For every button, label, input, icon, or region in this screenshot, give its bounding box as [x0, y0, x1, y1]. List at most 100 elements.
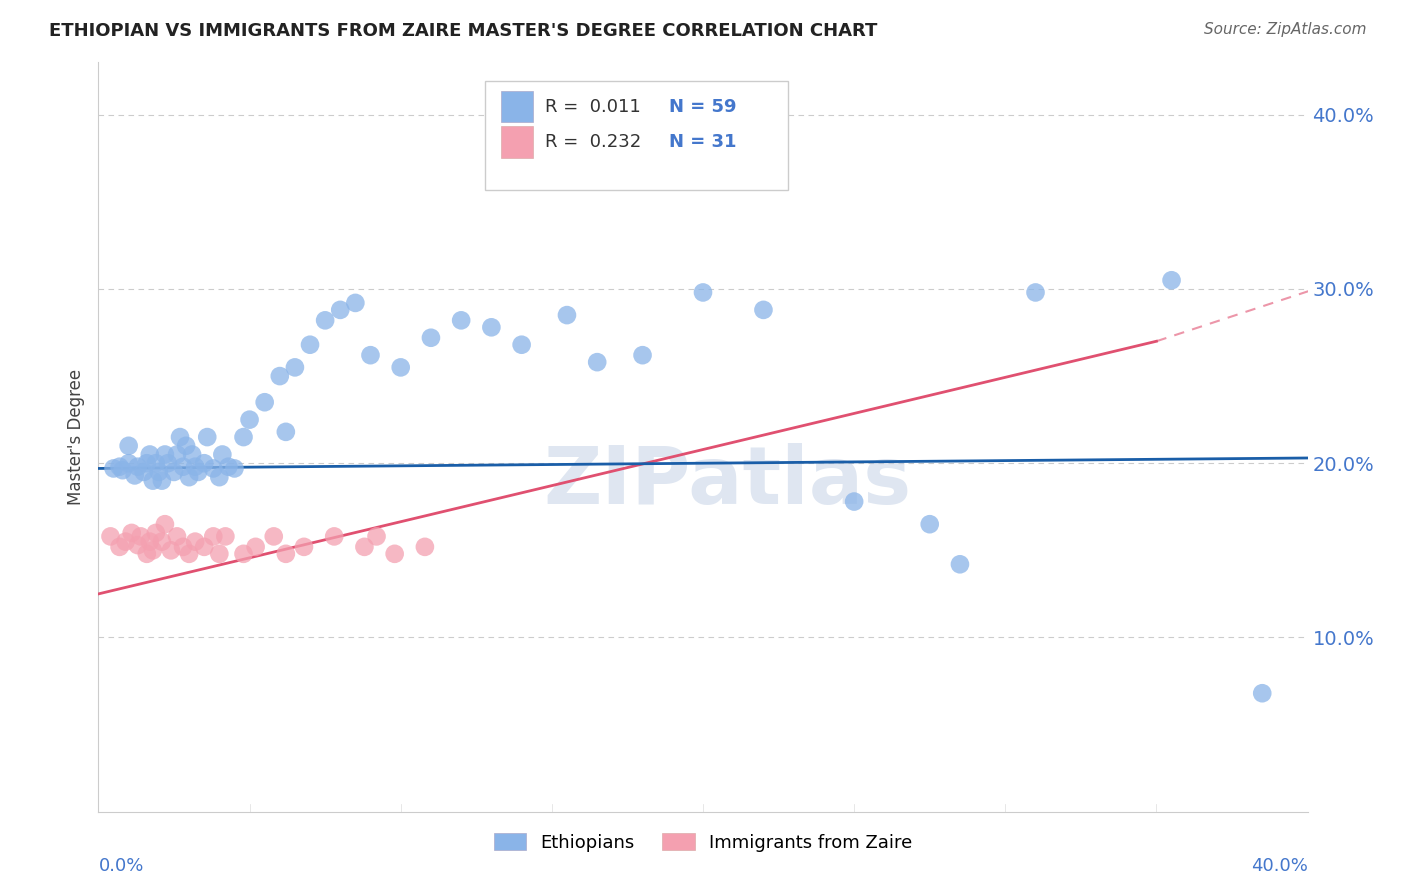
- Point: [844, 494, 866, 508]
- Point: [274, 425, 297, 439]
- Point: [195, 430, 218, 444]
- Point: [148, 465, 170, 479]
- Point: [292, 540, 315, 554]
- Text: Source: ZipAtlas.com: Source: ZipAtlas.com: [1204, 22, 1367, 37]
- Point: [166, 448, 188, 462]
- Point: [169, 430, 191, 444]
- Point: [132, 465, 155, 479]
- Point: [949, 558, 972, 572]
- Point: [245, 540, 267, 554]
- Point: [160, 543, 183, 558]
- Point: [193, 540, 215, 554]
- Point: [510, 337, 533, 351]
- Point: [413, 540, 436, 554]
- Point: [135, 547, 157, 561]
- Text: R =  0.011: R = 0.011: [544, 97, 640, 116]
- Point: [208, 470, 231, 484]
- FancyBboxPatch shape: [501, 126, 533, 158]
- Text: R =  0.232: R = 0.232: [544, 133, 641, 151]
- Point: [918, 517, 941, 532]
- Point: [139, 534, 162, 549]
- Text: N = 59: N = 59: [669, 97, 737, 116]
- Point: [118, 439, 141, 453]
- Point: [121, 525, 143, 540]
- Point: [555, 308, 578, 322]
- Point: [108, 459, 131, 474]
- Point: [202, 461, 225, 475]
- Point: [214, 529, 236, 543]
- Point: [389, 360, 412, 375]
- Point: [184, 459, 207, 474]
- Point: [384, 547, 406, 561]
- FancyBboxPatch shape: [485, 81, 787, 190]
- Point: [299, 337, 322, 351]
- Point: [181, 448, 204, 462]
- Point: [208, 547, 231, 561]
- Point: [100, 529, 122, 543]
- Point: [366, 529, 388, 543]
- Point: [420, 331, 443, 345]
- Point: [1160, 273, 1182, 287]
- Point: [239, 412, 262, 426]
- Text: 40.0%: 40.0%: [1251, 856, 1308, 875]
- Point: [450, 313, 472, 327]
- FancyBboxPatch shape: [501, 91, 533, 122]
- Point: [127, 538, 149, 552]
- Point: [274, 547, 297, 561]
- Point: [269, 369, 291, 384]
- Point: [145, 456, 167, 470]
- Point: [360, 348, 382, 362]
- Point: [353, 540, 375, 554]
- Point: [114, 534, 136, 549]
- Point: [211, 448, 233, 462]
- Point: [217, 459, 239, 474]
- Point: [193, 456, 215, 470]
- Point: [631, 348, 654, 362]
- Point: [184, 534, 207, 549]
- Point: [752, 302, 775, 317]
- Point: [232, 547, 254, 561]
- Point: [692, 285, 714, 300]
- Point: [344, 296, 367, 310]
- Point: [179, 470, 201, 484]
- Point: [1251, 686, 1274, 700]
- Point: [1024, 285, 1046, 300]
- Point: [129, 529, 152, 543]
- Point: [153, 517, 176, 532]
- Point: [253, 395, 276, 409]
- Point: [202, 529, 225, 543]
- Point: [108, 540, 131, 554]
- Point: [172, 459, 194, 474]
- Point: [174, 439, 197, 453]
- Point: [224, 461, 246, 475]
- Y-axis label: Master's Degree: Master's Degree: [67, 369, 86, 505]
- Point: [135, 456, 157, 470]
- Point: [142, 543, 165, 558]
- Point: [127, 459, 149, 474]
- Point: [323, 529, 346, 543]
- Point: [150, 474, 173, 488]
- Point: [163, 465, 186, 479]
- Point: [139, 448, 162, 462]
- Point: [284, 360, 307, 375]
- Point: [314, 313, 336, 327]
- Point: [150, 534, 173, 549]
- Point: [142, 474, 165, 488]
- Point: [179, 547, 201, 561]
- Text: ZIPatlas: ZIPatlas: [543, 443, 911, 521]
- Text: ETHIOPIAN VS IMMIGRANTS FROM ZAIRE MASTER'S DEGREE CORRELATION CHART: ETHIOPIAN VS IMMIGRANTS FROM ZAIRE MASTE…: [49, 22, 877, 40]
- Point: [118, 456, 141, 470]
- Point: [153, 448, 176, 462]
- Point: [111, 463, 134, 477]
- Legend: Ethiopians, Immigrants from Zaire: Ethiopians, Immigrants from Zaire: [486, 826, 920, 859]
- Point: [103, 461, 125, 475]
- Point: [481, 320, 503, 334]
- Point: [145, 525, 167, 540]
- Point: [586, 355, 609, 369]
- Point: [263, 529, 285, 543]
- Point: [124, 468, 146, 483]
- Point: [156, 456, 179, 470]
- Point: [329, 302, 352, 317]
- Point: [187, 465, 209, 479]
- Point: [172, 540, 194, 554]
